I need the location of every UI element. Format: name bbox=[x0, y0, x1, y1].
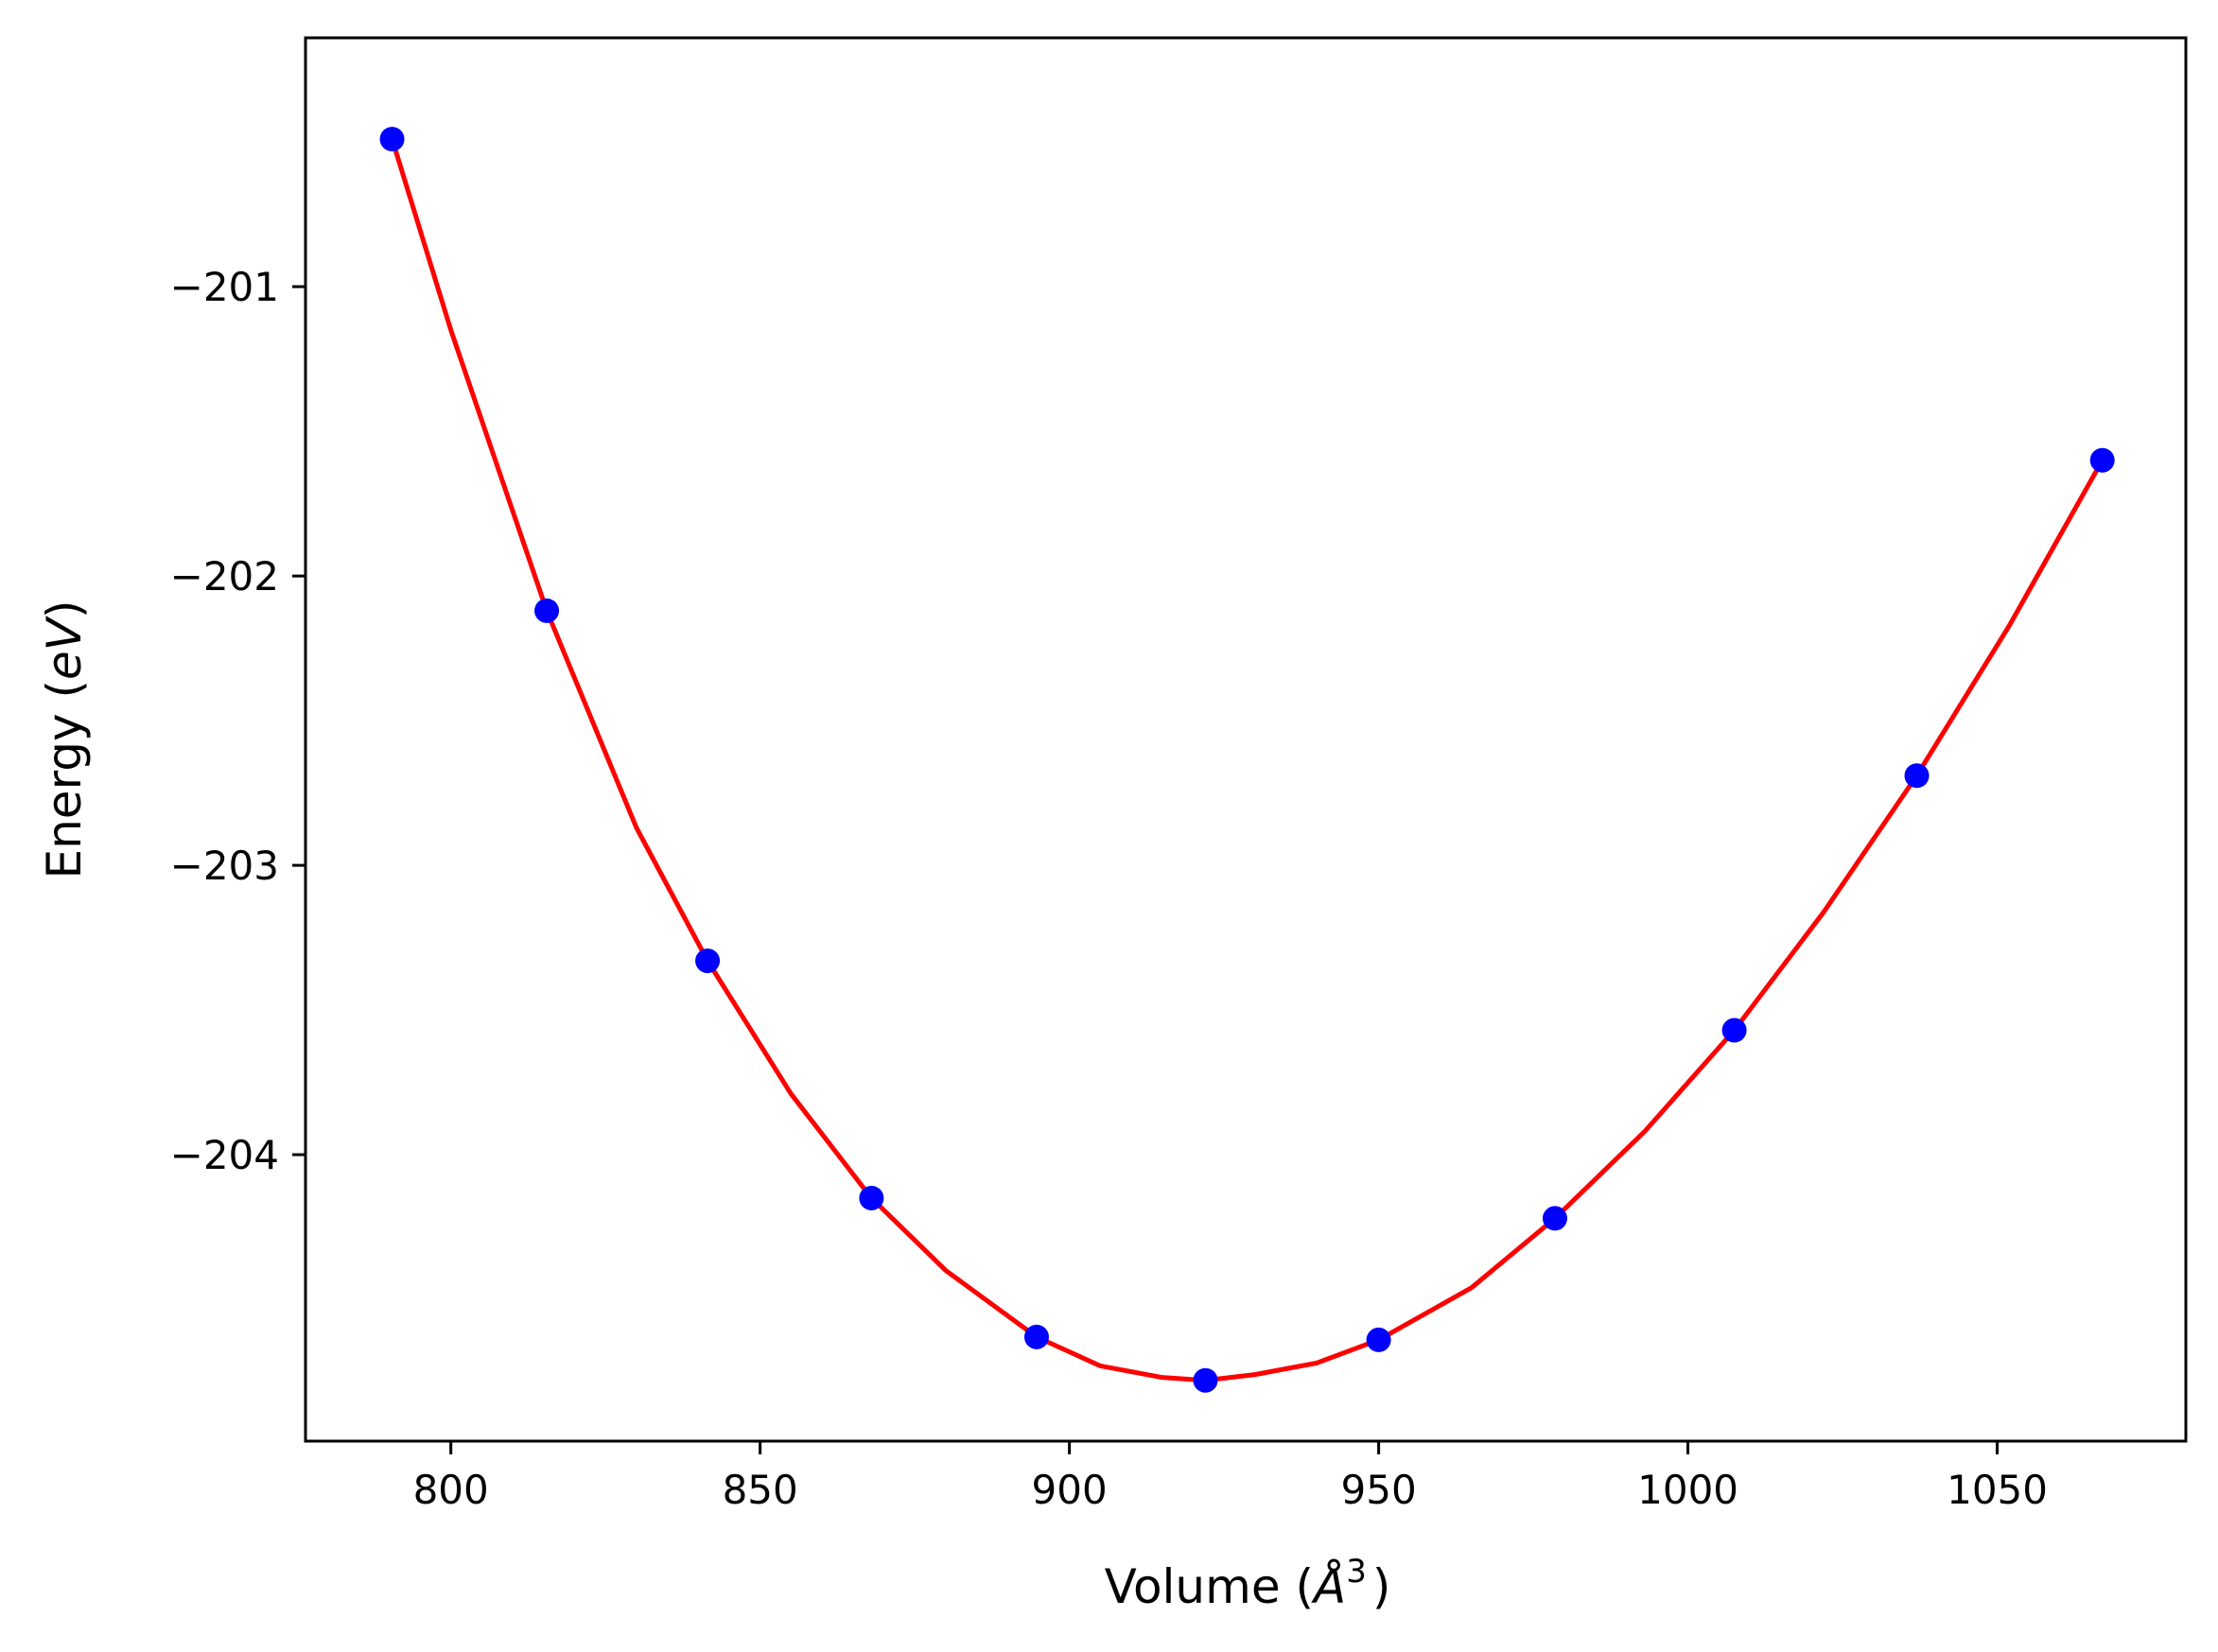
y-axis: −201 −202 −203 −204 bbox=[170, 264, 306, 1178]
data-point bbox=[534, 598, 560, 623]
data-point bbox=[1721, 1017, 1747, 1043]
x-axis-label-suffix: ) bbox=[1372, 1559, 1391, 1614]
x-tick-label: 850 bbox=[723, 1467, 798, 1513]
x-tick-label: 1050 bbox=[1947, 1467, 2048, 1513]
x-tick-label: 800 bbox=[413, 1467, 489, 1513]
x-axis-label: Volume (Å3) bbox=[1105, 1553, 1391, 1614]
data-point bbox=[859, 1185, 884, 1210]
x-axis-label-symbol: Å bbox=[1311, 1559, 1346, 1614]
y-axis-label-unit: eV bbox=[37, 615, 92, 680]
y-axis-label-suffix: ) bbox=[37, 600, 92, 619]
data-point bbox=[1542, 1206, 1567, 1231]
y-tick-label: −204 bbox=[170, 1132, 279, 1178]
x-axis-label-prefix: Volume ( bbox=[1105, 1559, 1314, 1614]
x-tick-label: 1000 bbox=[1637, 1467, 1738, 1513]
y-axis-label: Energy (eV) bbox=[37, 600, 92, 879]
data-point bbox=[1193, 1367, 1218, 1393]
data-point bbox=[1023, 1324, 1049, 1349]
y-tick-label: −201 bbox=[170, 264, 279, 310]
y-tick-label: −203 bbox=[170, 843, 279, 889]
data-point bbox=[379, 127, 405, 152]
x-axis: 800 850 900 950 1000 1050 bbox=[413, 1441, 2048, 1513]
y-tick-label: −202 bbox=[170, 553, 279, 600]
x-tick-label: 950 bbox=[1341, 1467, 1417, 1513]
x-axis-label-superscript: 3 bbox=[1346, 1553, 1367, 1591]
data-point bbox=[1904, 763, 1930, 789]
x-tick-label: 900 bbox=[1032, 1467, 1108, 1513]
plot-area-frame bbox=[304, 36, 2188, 1443]
y-axis-label-prefix: Energy ( bbox=[37, 680, 92, 878]
data-point bbox=[1366, 1327, 1391, 1352]
data-points-layer bbox=[379, 127, 2115, 1393]
data-point bbox=[695, 948, 721, 974]
data-point bbox=[2089, 447, 2115, 473]
